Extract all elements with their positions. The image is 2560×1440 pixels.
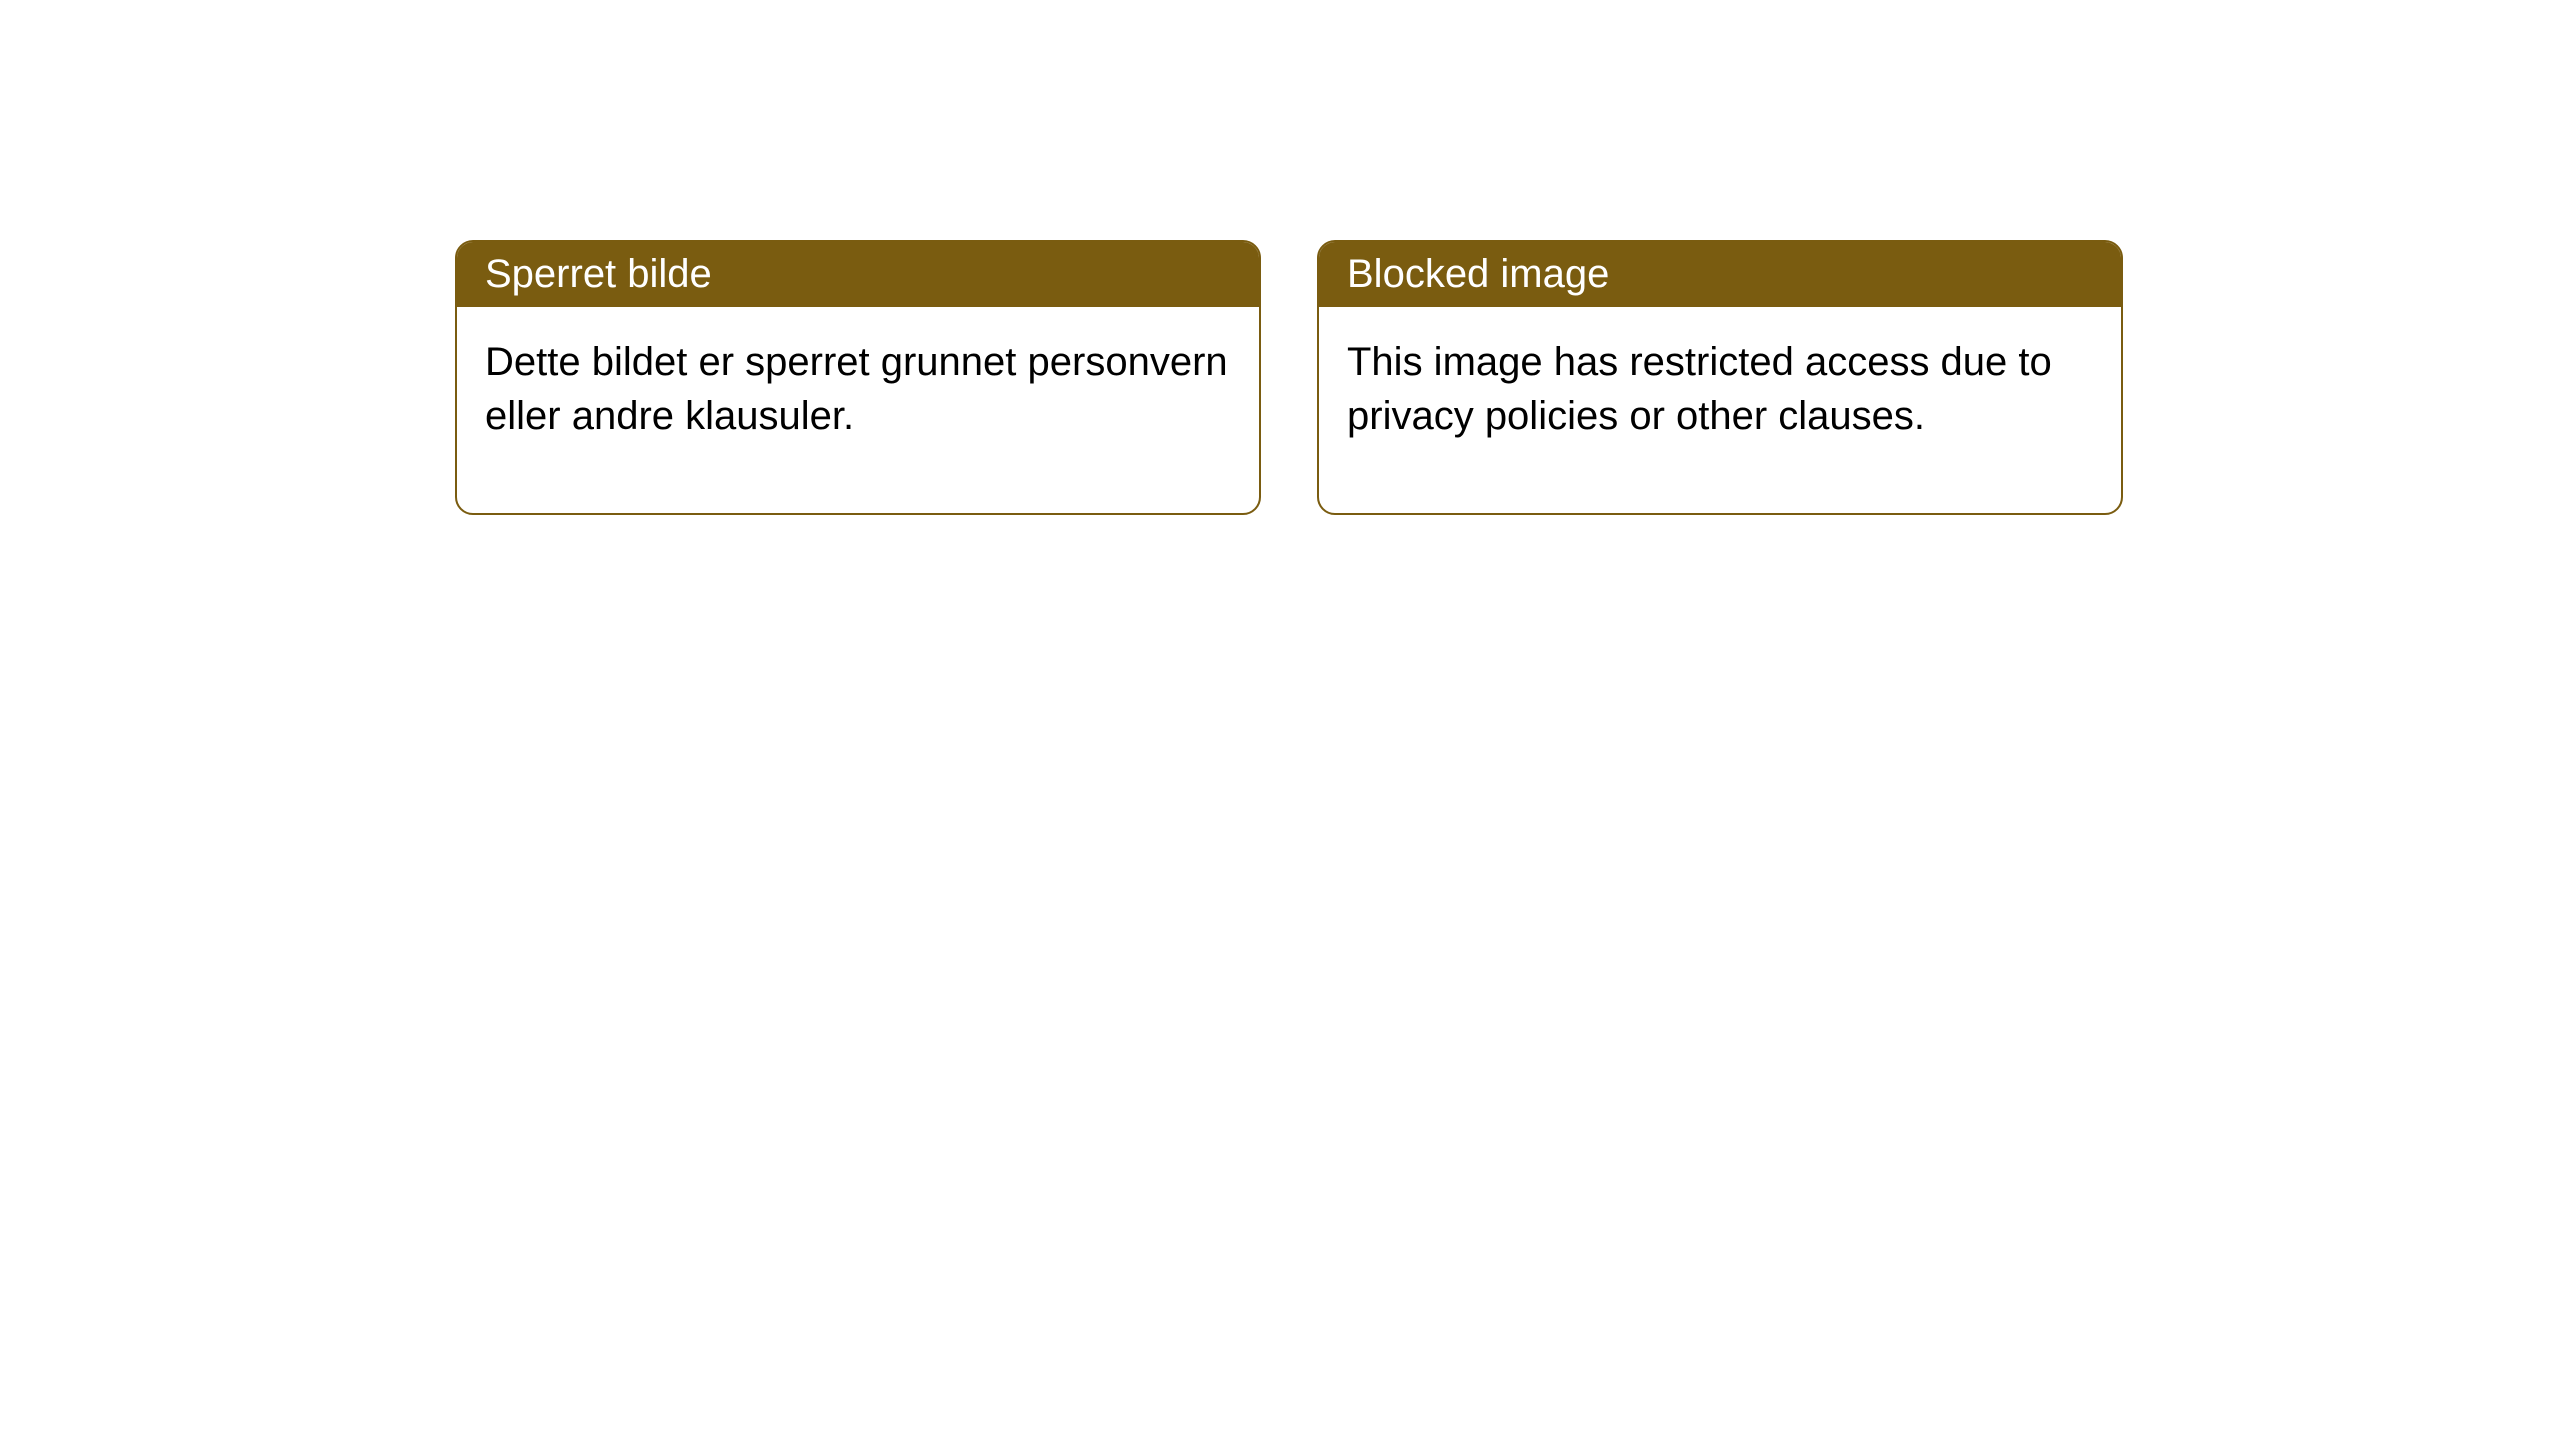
blocked-image-card-en: Blocked image This image has restricted … xyxy=(1317,240,2123,515)
card-body-en: This image has restricted access due to … xyxy=(1319,307,2121,513)
card-body-no: Dette bildet er sperret grunnet personve… xyxy=(457,307,1259,513)
card-title-no: Sperret bilde xyxy=(457,242,1259,307)
blocked-image-card-no: Sperret bilde Dette bildet er sperret gr… xyxy=(455,240,1261,515)
card-container: Sperret bilde Dette bildet er sperret gr… xyxy=(0,0,2560,515)
card-title-en: Blocked image xyxy=(1319,242,2121,307)
